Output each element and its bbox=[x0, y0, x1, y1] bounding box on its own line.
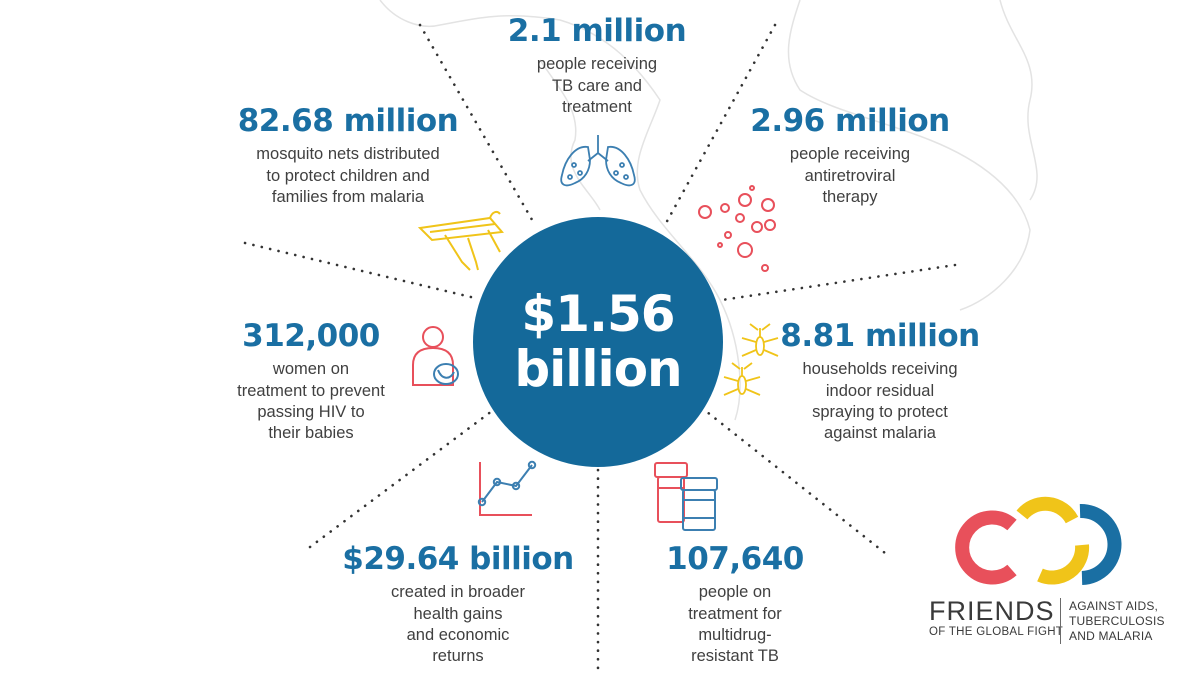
stat-description: households receiving indoor residual spr… bbox=[802, 360, 958, 443]
stat-mdr-tb: 107,640 people on treatment for multidru… bbox=[650, 542, 820, 668]
total-funding-unit: billion bbox=[514, 340, 682, 398]
dotted-line-left bbox=[243, 241, 477, 300]
stat-number: 312,000 bbox=[242, 318, 380, 354]
world-map-background bbox=[379, 0, 1038, 421]
stat-description: people receiving TB care and treatment bbox=[536, 55, 658, 116]
logo-divider bbox=[1060, 598, 1061, 644]
total-funding-circle: $1.56 billion bbox=[473, 217, 723, 467]
total-funding-amount: $1.56 bbox=[521, 285, 675, 343]
dotted-line-upper-right bbox=[663, 23, 777, 227]
stat-description: people on treatment for multidrug- resis… bbox=[688, 583, 782, 666]
stat-description: women on treatment to prevent passing HI… bbox=[237, 360, 385, 443]
logo-rings bbox=[955, 496, 1122, 585]
logo-subtitle: OF THE GLOBAL FIGHT bbox=[929, 626, 1064, 638]
mosquito-icon bbox=[723, 323, 779, 396]
stat-antiretroviral: 2.96 million people receiving antiretrov… bbox=[735, 104, 965, 208]
stat-number: 82.68 million bbox=[237, 103, 459, 139]
stat-description: people receiving antiretroviral therapy bbox=[789, 145, 911, 206]
logo-ring-blue bbox=[1079, 503, 1122, 585]
stat-description: mosquito nets distributed to protect chi… bbox=[256, 145, 440, 206]
medicine-bottles-icon bbox=[654, 462, 718, 531]
friends-global-fight-logo: FRIENDS OF THE GLOBAL FIGHT AGAINST AIDS… bbox=[925, 500, 1165, 650]
logo-ring-red bbox=[955, 510, 1017, 585]
stat-pmtct: 312,000 women on treatment to prevent pa… bbox=[226, 319, 396, 445]
logo-tagline: AGAINST AIDS, TUBERCULOSIS AND MALARIA bbox=[1069, 599, 1165, 643]
stat-description: created in broader health gains and econ… bbox=[391, 583, 525, 666]
line-chart-icon bbox=[477, 460, 537, 516]
stat-number: 2.1 million bbox=[507, 13, 687, 49]
virus-icon bbox=[698, 185, 776, 272]
logo-ring-yellow bbox=[1016, 496, 1090, 585]
mother-baby-icon bbox=[412, 326, 459, 386]
dotted-line-right bbox=[720, 263, 957, 302]
dotted-line-lower-left bbox=[308, 403, 502, 549]
stat-number: 107,640 bbox=[666, 541, 804, 577]
stat-economic-returns: $29.64 billion created in broader health… bbox=[338, 542, 578, 668]
lungs-icon bbox=[560, 135, 636, 187]
logo-name: FRIENDS bbox=[929, 596, 1055, 626]
stat-number: 2.96 million bbox=[750, 103, 950, 139]
stat-number: $29.64 billion bbox=[342, 541, 574, 577]
stat-mosquito-nets: 82.68 million mosquito nets distributed … bbox=[216, 104, 480, 208]
radial-dotted-lines bbox=[243, 23, 957, 674]
stat-number: 8.81 million bbox=[780, 318, 980, 354]
stat-indoor-spraying: 8.81 million households receiving indoor… bbox=[770, 319, 990, 445]
stat-tb-care: 2.1 million people receiving TB care and… bbox=[487, 14, 707, 118]
mosquito-net-icon bbox=[417, 210, 504, 271]
